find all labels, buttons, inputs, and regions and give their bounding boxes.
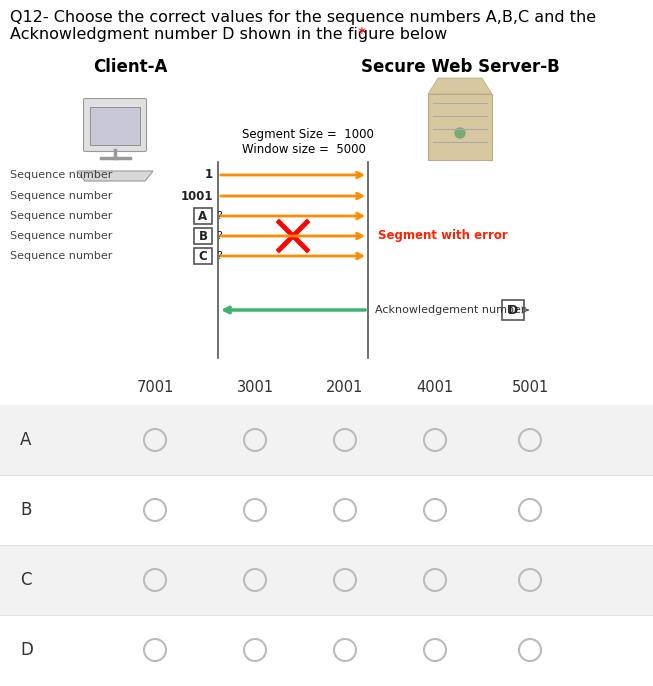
Text: Sequence number: Sequence number — [10, 231, 112, 241]
Text: C: C — [199, 250, 208, 263]
Bar — [428, 94, 492, 160]
Bar — [194, 228, 212, 244]
Text: B: B — [20, 501, 31, 519]
Bar — [90, 107, 140, 145]
Bar — [0, 545, 653, 615]
Text: Q12- Choose the correct values for the sequence numbers A,B,C and the: Q12- Choose the correct values for the s… — [10, 10, 596, 25]
Bar — [0, 405, 653, 475]
Circle shape — [455, 128, 465, 138]
Text: 1001: 1001 — [180, 189, 213, 202]
Polygon shape — [77, 171, 153, 181]
Text: C: C — [20, 571, 31, 589]
Text: Client-A: Client-A — [93, 58, 167, 76]
Text: 5001: 5001 — [511, 379, 549, 394]
Text: D: D — [508, 303, 518, 316]
Text: Sequence number: Sequence number — [10, 170, 112, 180]
Text: *: * — [358, 27, 366, 42]
Text: Window size =  5000: Window size = 5000 — [242, 143, 366, 156]
Text: 2001: 2001 — [326, 379, 364, 394]
Text: Segment Size =  1000: Segment Size = 1000 — [242, 128, 374, 141]
Text: 7001: 7001 — [136, 379, 174, 394]
Text: Sequence number: Sequence number — [10, 251, 112, 261]
Text: ?: ? — [216, 251, 222, 261]
Text: Acknowledgment number D shown in the figure below: Acknowledgment number D shown in the fig… — [10, 27, 447, 42]
Text: 3001: 3001 — [236, 379, 274, 394]
Bar — [502, 300, 524, 320]
Text: A: A — [199, 209, 208, 222]
Text: ?: ? — [216, 211, 222, 221]
Polygon shape — [428, 78, 492, 94]
Bar — [194, 208, 212, 224]
Text: Acknowledgement number: Acknowledgement number — [375, 305, 526, 315]
Text: A: A — [20, 431, 31, 449]
Bar — [194, 248, 212, 264]
Text: B: B — [199, 230, 208, 242]
Text: 1: 1 — [205, 169, 213, 182]
Text: Segment with error: Segment with error — [378, 230, 508, 242]
Text: Secure Web Server-B: Secure Web Server-B — [360, 58, 560, 76]
Text: 4001: 4001 — [417, 379, 454, 394]
Text: Sequence number: Sequence number — [10, 191, 112, 201]
Text: D: D — [20, 641, 33, 659]
FancyBboxPatch shape — [84, 99, 146, 152]
Text: Sequence number: Sequence number — [10, 211, 112, 221]
Text: ?: ? — [216, 231, 222, 241]
